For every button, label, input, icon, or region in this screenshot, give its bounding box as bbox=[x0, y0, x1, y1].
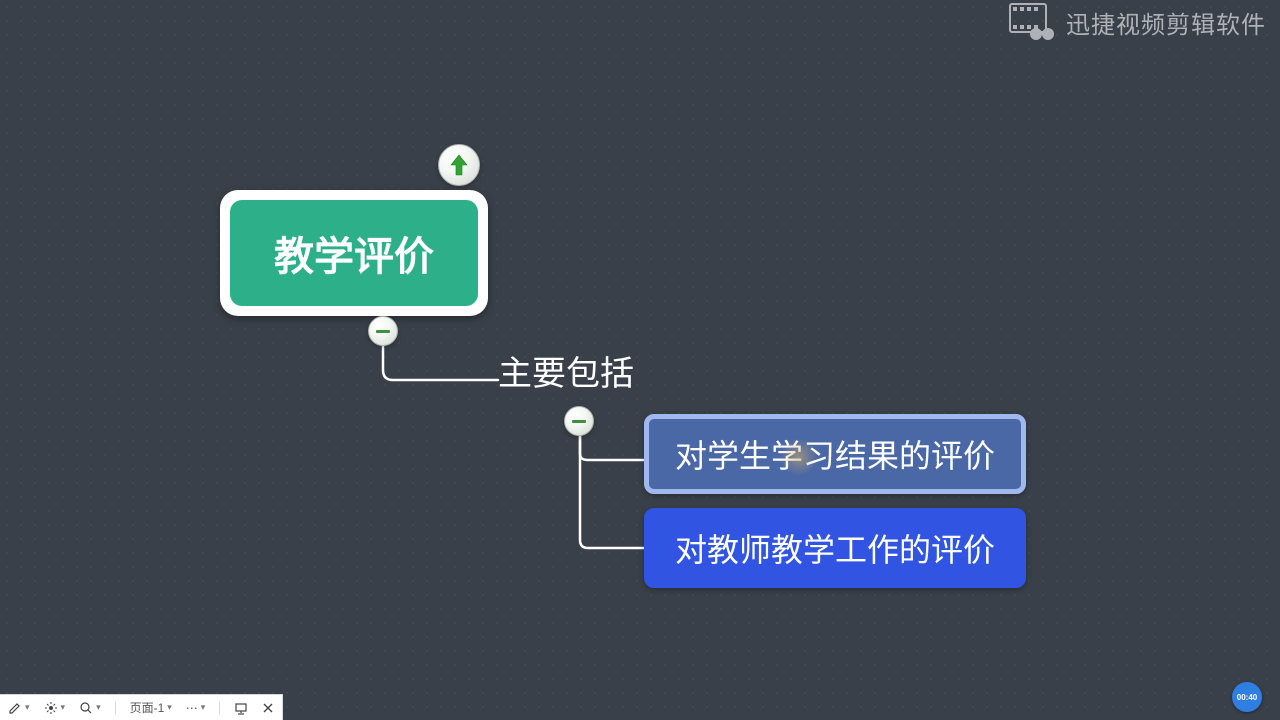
branch-label: 主要包括 bbox=[498, 346, 634, 395]
time-badge: 00:40 bbox=[1232, 682, 1262, 712]
leaf-label: 对教师教学工作的评价 bbox=[675, 532, 995, 568]
ellipsis-icon: ⋯ bbox=[186, 701, 198, 715]
leaf-node[interactable]: 对教师教学工作的评价 bbox=[644, 508, 1026, 588]
leaf-label: 对学生学习结果的评价 bbox=[675, 438, 995, 474]
focus-tool-button[interactable]: ▾ bbox=[44, 701, 66, 715]
presentation-button[interactable] bbox=[234, 701, 248, 715]
root-node[interactable]: 教学评价 bbox=[220, 190, 488, 316]
close-toolbar-button[interactable] bbox=[262, 702, 274, 714]
cursor-highlight bbox=[780, 438, 818, 476]
pen-tool-button[interactable]: ▾ bbox=[8, 701, 30, 715]
bottom-toolbar: ▾ ▾ ▾ 页面-1 ▾ ⋯ ▾ bbox=[0, 694, 283, 720]
zoom-tool-button[interactable]: ▾ bbox=[79, 701, 101, 715]
leaf-group: 对学生学习结果的评价 对教师教学工作的评价 bbox=[644, 414, 1026, 602]
collapse-toggle-icon[interactable] bbox=[368, 316, 398, 346]
expand-up-icon[interactable] bbox=[438, 144, 480, 186]
film-icon bbox=[1008, 2, 1056, 42]
more-menu-button[interactable]: ⋯ ▾ bbox=[186, 701, 206, 715]
watermark: 迅捷视频剪辑软件 bbox=[1008, 2, 1266, 42]
page-selector[interactable]: 页面-1 ▾ bbox=[130, 699, 172, 716]
collapse-toggle-icon[interactable] bbox=[564, 406, 594, 436]
page-label: 页面-1 bbox=[130, 699, 165, 716]
watermark-text: 迅捷视频剪辑软件 bbox=[1066, 5, 1266, 40]
root-node-label: 教学评价 bbox=[274, 235, 434, 279]
leaf-node[interactable]: 对学生学习结果的评价 bbox=[644, 414, 1026, 494]
mindmap-canvas[interactable] bbox=[0, 0, 1280, 720]
